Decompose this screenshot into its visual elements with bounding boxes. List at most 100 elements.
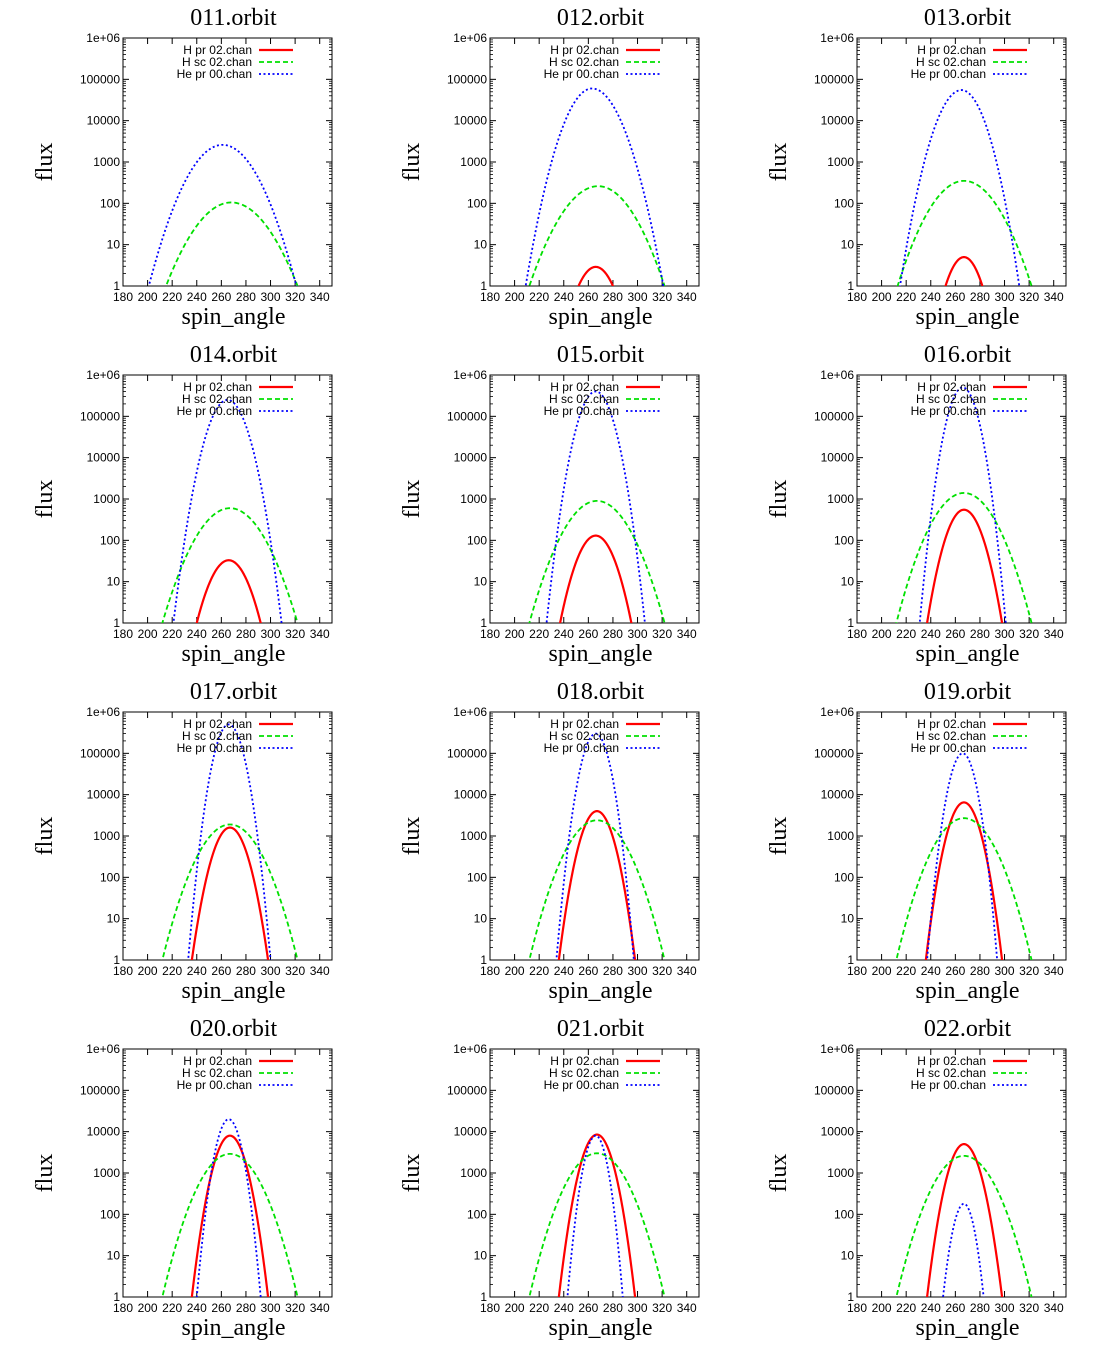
x-tick-label: 200 — [505, 627, 525, 641]
x-tick-label: 340 — [677, 290, 697, 304]
x-tick-label: 320 — [652, 1301, 672, 1315]
x-tick-label: 200 — [138, 290, 158, 304]
x-axis-label: spin_angle — [182, 1315, 286, 1341]
chart-title: 022.orbit — [924, 1016, 1012, 1042]
x-tick-label: 300 — [995, 627, 1015, 641]
series-line — [925, 1143, 1004, 1297]
chart-panel: 014.orbit 1 10 100 1000 10000 100000 1e+06 180 20… — [32, 342, 333, 667]
x-tick-label: 320 — [652, 290, 672, 304]
x-tick-label: 220 — [896, 1301, 916, 1315]
legend-label: H pr 02.chan — [550, 380, 619, 394]
y-tick-label: 1 — [113, 279, 120, 293]
y-tick-label: 10000 — [454, 1125, 488, 1139]
x-tick-label: 320 — [285, 627, 305, 641]
x-tick-label: 340 — [310, 627, 330, 641]
x-tick-label: 240 — [187, 964, 207, 978]
chart-panel: 019.orbit 1 10 100 1000 10000 100000 1e+06 180 20… — [766, 679, 1067, 1004]
y-tick-label: 10000 — [87, 451, 121, 465]
x-tick-label: 280 — [970, 964, 990, 978]
y-tick-label: 10000 — [454, 451, 488, 465]
x-axis-label: spin_angle — [549, 1315, 653, 1341]
x-tick-label: 200 — [138, 1301, 158, 1315]
y-tick-label: 100000 — [447, 746, 487, 760]
y-tick-label: 10 — [107, 1249, 121, 1263]
y-tick-label: 10000 — [454, 114, 488, 128]
series-line — [924, 801, 1004, 960]
y-tick-label: 1 — [113, 616, 120, 630]
y-tick-label: 10 — [474, 912, 488, 926]
legend-label: H sc 02.chan — [182, 55, 252, 69]
series-line — [545, 390, 646, 623]
y-tick-label: 100 — [467, 1207, 487, 1221]
y-tick-label: 10 — [841, 912, 855, 926]
x-axis-label: spin_angle — [916, 304, 1020, 330]
x-tick-label: 280 — [603, 1301, 623, 1315]
legend-label: He pr 00.chan — [544, 404, 619, 418]
y-tick-label: 1e+06 — [453, 705, 487, 719]
x-axis-label: spin_angle — [916, 641, 1020, 667]
legend-label: He pr 00.chan — [544, 1078, 619, 1092]
y-tick-label: 100 — [100, 1207, 120, 1221]
y-tick-label: 100 — [834, 196, 854, 210]
x-tick-label: 220 — [896, 627, 916, 641]
x-tick-label: 260 — [578, 627, 598, 641]
y-tick-label: 1e+06 — [820, 1042, 854, 1056]
y-tick-label: 100000 — [814, 72, 854, 86]
x-tick-label: 280 — [603, 964, 623, 978]
y-tick-label: 1 — [480, 1290, 487, 1304]
chart-panel: 021.orbit 1 10 100 1000 10000 100000 1e+06 180 20… — [399, 1016, 700, 1341]
x-tick-label: 300 — [995, 1301, 1015, 1315]
legend-label: H pr 02.chan — [183, 717, 252, 731]
legend-label: H sc 02.chan — [182, 729, 252, 743]
y-tick-label: 1e+06 — [453, 1042, 487, 1056]
y-tick-label: 1000 — [93, 492, 120, 506]
y-tick-label: 100 — [100, 196, 120, 210]
x-tick-label: 240 — [187, 627, 207, 641]
x-tick-label: 200 — [505, 1301, 525, 1315]
series-line — [555, 732, 635, 960]
x-tick-label: 240 — [187, 1301, 207, 1315]
series-line — [895, 492, 1033, 623]
legend-label: H pr 02.chan — [183, 1054, 252, 1068]
legend-label: H pr 02.chan — [917, 380, 986, 394]
x-tick-label: 200 — [505, 290, 525, 304]
legend-label: H sc 02.chan — [916, 392, 986, 406]
y-tick-label: 1 — [480, 616, 487, 630]
x-tick-label: 340 — [310, 964, 330, 978]
x-tick-label: 340 — [1044, 1301, 1064, 1315]
x-tick-label: 300 — [628, 1301, 648, 1315]
x-tick-label: 180 — [847, 964, 867, 978]
x-tick-label: 300 — [261, 964, 281, 978]
legend-label: H pr 02.chan — [917, 717, 986, 731]
series-line — [147, 143, 298, 286]
y-tick-label: 100 — [467, 870, 487, 884]
chart-panel: 011.orbit 1 10 100 1000 10000 100000 1e+06 180 20… — [32, 5, 333, 330]
chart-title: 020.orbit — [190, 1016, 278, 1042]
chart-title: 014.orbit — [190, 342, 278, 368]
legend-label: He pr 00.chan — [544, 741, 619, 755]
x-axis-label: spin_angle — [182, 641, 286, 667]
y-tick-label: 10000 — [821, 451, 855, 465]
y-tick-label: 10 — [841, 238, 855, 252]
legend-label: H sc 02.chan — [549, 392, 619, 406]
series-line — [528, 819, 666, 960]
x-tick-label: 240 — [554, 1301, 574, 1315]
legend-label: H pr 02.chan — [917, 43, 986, 57]
x-tick-label: 260 — [211, 290, 231, 304]
y-axis-label: flux — [32, 480, 58, 519]
y-tick-label: 1 — [113, 953, 120, 967]
legend-label: H sc 02.chan — [549, 729, 619, 743]
series-line — [925, 508, 1004, 623]
series-line — [918, 386, 1007, 623]
series-line — [557, 1133, 637, 1297]
series-line — [577, 265, 615, 286]
x-tick-label: 220 — [896, 964, 916, 978]
y-axis-label: flux — [766, 1154, 792, 1193]
x-tick-label: 340 — [677, 964, 697, 978]
x-tick-label: 240 — [554, 627, 574, 641]
series-line — [161, 823, 299, 960]
x-tick-label: 340 — [677, 627, 697, 641]
y-tick-label: 10 — [474, 1249, 488, 1263]
y-tick-label: 100000 — [447, 409, 487, 423]
series-line — [557, 810, 637, 960]
